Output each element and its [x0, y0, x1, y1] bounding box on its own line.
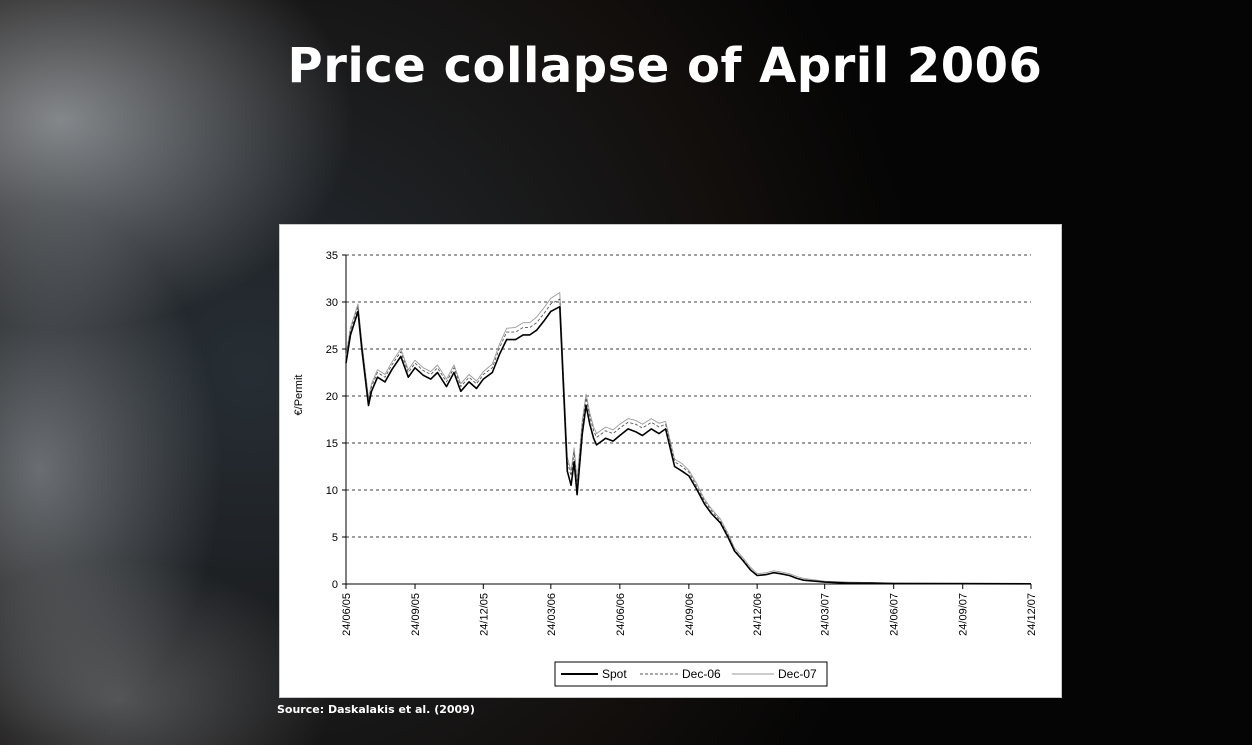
x-tick-label: 24/06/05: [341, 593, 353, 636]
gridlines: [346, 254, 1031, 538]
y-tick-label: 35: [326, 250, 338, 262]
source-citation: Source: Daskalakis et al. (2009): [277, 703, 475, 716]
legend: Spot Dec-06 Dec-07: [554, 661, 828, 687]
series-lines: [345, 292, 1032, 585]
x-axis: 24/06/05 24/09/05 24/12/05 24/03/06 24/06/06…: [341, 583, 1038, 636]
y-tick-label: 5: [332, 532, 338, 544]
legend-label-dec07: Dec-07: [778, 667, 817, 681]
chart-panel: 0 5 10 15 20 25 30 35 24/06/05 24/09/05 24/12/05 2…: [279, 224, 1062, 698]
x-tick-label: 24/12/06: [752, 593, 764, 636]
y-tick-label: 0: [332, 579, 338, 591]
y-tick-label: 15: [326, 438, 338, 450]
x-tick-label: 24/09/06: [684, 593, 696, 636]
y-axis-label: €/Permit: [293, 375, 305, 416]
y-tick-label: 10: [326, 485, 338, 497]
series-line-spot: [345, 305, 1032, 585]
x-tick-label: 24/12/05: [478, 593, 490, 636]
y-tick-label: 30: [326, 297, 338, 309]
x-tick-label: 24/09/05: [410, 593, 422, 636]
x-tick-label: 24/09/07: [958, 593, 970, 636]
x-tick-label: 24/06/07: [889, 593, 901, 636]
slide-title: Price collapse of April 2006: [287, 38, 1043, 94]
y-axis: 0 5 10 15 20 25 30 35: [326, 250, 347, 591]
x-tick-label: 24/06/06: [615, 593, 627, 636]
series-line-dec07: [345, 292, 1032, 584]
y-tick-label: 20: [326, 391, 338, 403]
legend-label-spot: Spot: [602, 667, 627, 681]
legend-label-dec06: Dec-06: [682, 667, 721, 681]
y-tick-label: 25: [326, 344, 338, 356]
series-line-dec06: [345, 298, 751, 570]
legend-box: [554, 661, 828, 687]
x-tick-label: 24/03/07: [820, 593, 832, 636]
x-tick-label: 24/03/06: [546, 593, 558, 636]
x-tick-label: 24/12/07: [1026, 593, 1038, 636]
